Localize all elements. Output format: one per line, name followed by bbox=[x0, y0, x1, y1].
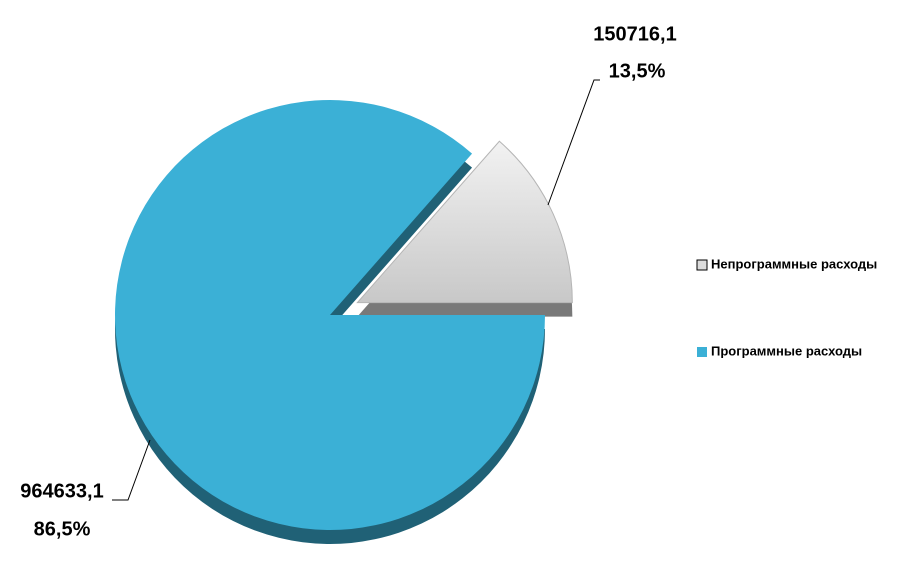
legend-swatch bbox=[697, 347, 707, 357]
percent-label: 86,5% bbox=[34, 518, 91, 540]
legend-label: Непрограммные расходы bbox=[711, 256, 877, 271]
slice bbox=[115, 100, 546, 531]
slice bbox=[356, 140, 573, 304]
legend-label: Программные расходы bbox=[711, 343, 862, 358]
leader-line bbox=[547, 79, 600, 206]
percent-label: 13,5% bbox=[609, 60, 666, 82]
value-label: 964633,1 bbox=[20, 480, 103, 502]
legend-swatch bbox=[696, 259, 708, 271]
value-label: 150716,1 bbox=[593, 23, 676, 45]
leader-line bbox=[112, 439, 151, 501]
